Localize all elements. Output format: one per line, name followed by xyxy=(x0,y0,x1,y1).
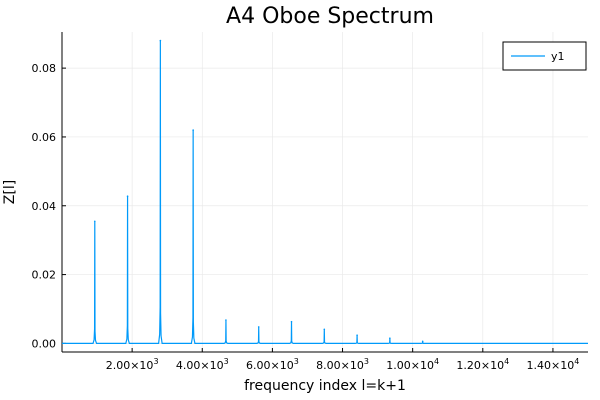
y-tick-label: 0.00 xyxy=(32,337,57,350)
series-line-y1 xyxy=(62,40,588,344)
peak-point xyxy=(159,39,162,42)
x-tick-label: 6.00×103 xyxy=(246,357,299,372)
y-tick-label: 0.02 xyxy=(32,269,57,282)
chart-title: A4 Oboe Spectrum xyxy=(226,4,434,29)
peak-point xyxy=(323,328,326,331)
x-tick-exponent: 3 xyxy=(224,357,229,366)
x-tick-mantissa: 1.20×10 xyxy=(456,359,504,372)
peak-point xyxy=(421,340,424,343)
x-tick-exponent: 4 xyxy=(504,357,509,366)
x-tick-exponent: 3 xyxy=(294,357,299,366)
x-tick-exponent: 4 xyxy=(434,357,439,366)
x-axis-ticks: 2.00×103 4.00×103 6.00×103 8.00×103 1.00×104… xyxy=(106,348,580,372)
x-tick-mantissa: 2.00×10 xyxy=(106,359,154,372)
peak-point xyxy=(257,326,260,328)
y-axis-ticks: 0.00 0.02 0.04 0.06 0.08 xyxy=(32,62,66,350)
y-axis-label: Z[l] xyxy=(2,180,18,204)
x-tick-exponent: 3 xyxy=(153,357,158,366)
x-tick-label: 1.20×104 xyxy=(456,357,509,372)
y-tick-label: 0.04 xyxy=(32,200,57,213)
x-tick-exponent: 4 xyxy=(574,357,579,366)
peak-point xyxy=(93,220,96,223)
x-tick-mantissa: 8.00×10 xyxy=(316,359,364,372)
x-tick-mantissa: 6.00×10 xyxy=(246,359,294,372)
grid xyxy=(62,32,588,352)
peak-point xyxy=(126,195,129,197)
legend-label-y1: y1 xyxy=(551,50,565,63)
x-tick-exponent: 3 xyxy=(364,357,369,366)
peak-point xyxy=(389,337,391,340)
legend: y1 xyxy=(502,41,587,71)
peak-point xyxy=(225,319,227,321)
x-tick-mantissa: 1.40×10 xyxy=(527,359,575,372)
plot-frame xyxy=(61,32,588,353)
x-tick-label: 2.00×103 xyxy=(106,357,159,372)
x-tick-label: 4.00×103 xyxy=(176,357,229,372)
x-tick-label: 8.00×103 xyxy=(316,357,369,372)
peak-point xyxy=(356,334,358,336)
peak-point xyxy=(290,320,293,323)
peak-point xyxy=(192,129,194,131)
x-tick-mantissa: 4.00×10 xyxy=(176,359,224,372)
x-tick-label: 1.00×104 xyxy=(386,357,439,372)
series-layer xyxy=(62,39,588,344)
x-tick-mantissa: 1.00×10 xyxy=(386,359,434,372)
y-tick-label: 0.06 xyxy=(32,131,57,144)
x-tick-label: 1.40×104 xyxy=(527,357,580,372)
x-axis-label: frequency index l=k+1 xyxy=(244,378,406,394)
y-tick-label: 0.08 xyxy=(32,62,57,75)
